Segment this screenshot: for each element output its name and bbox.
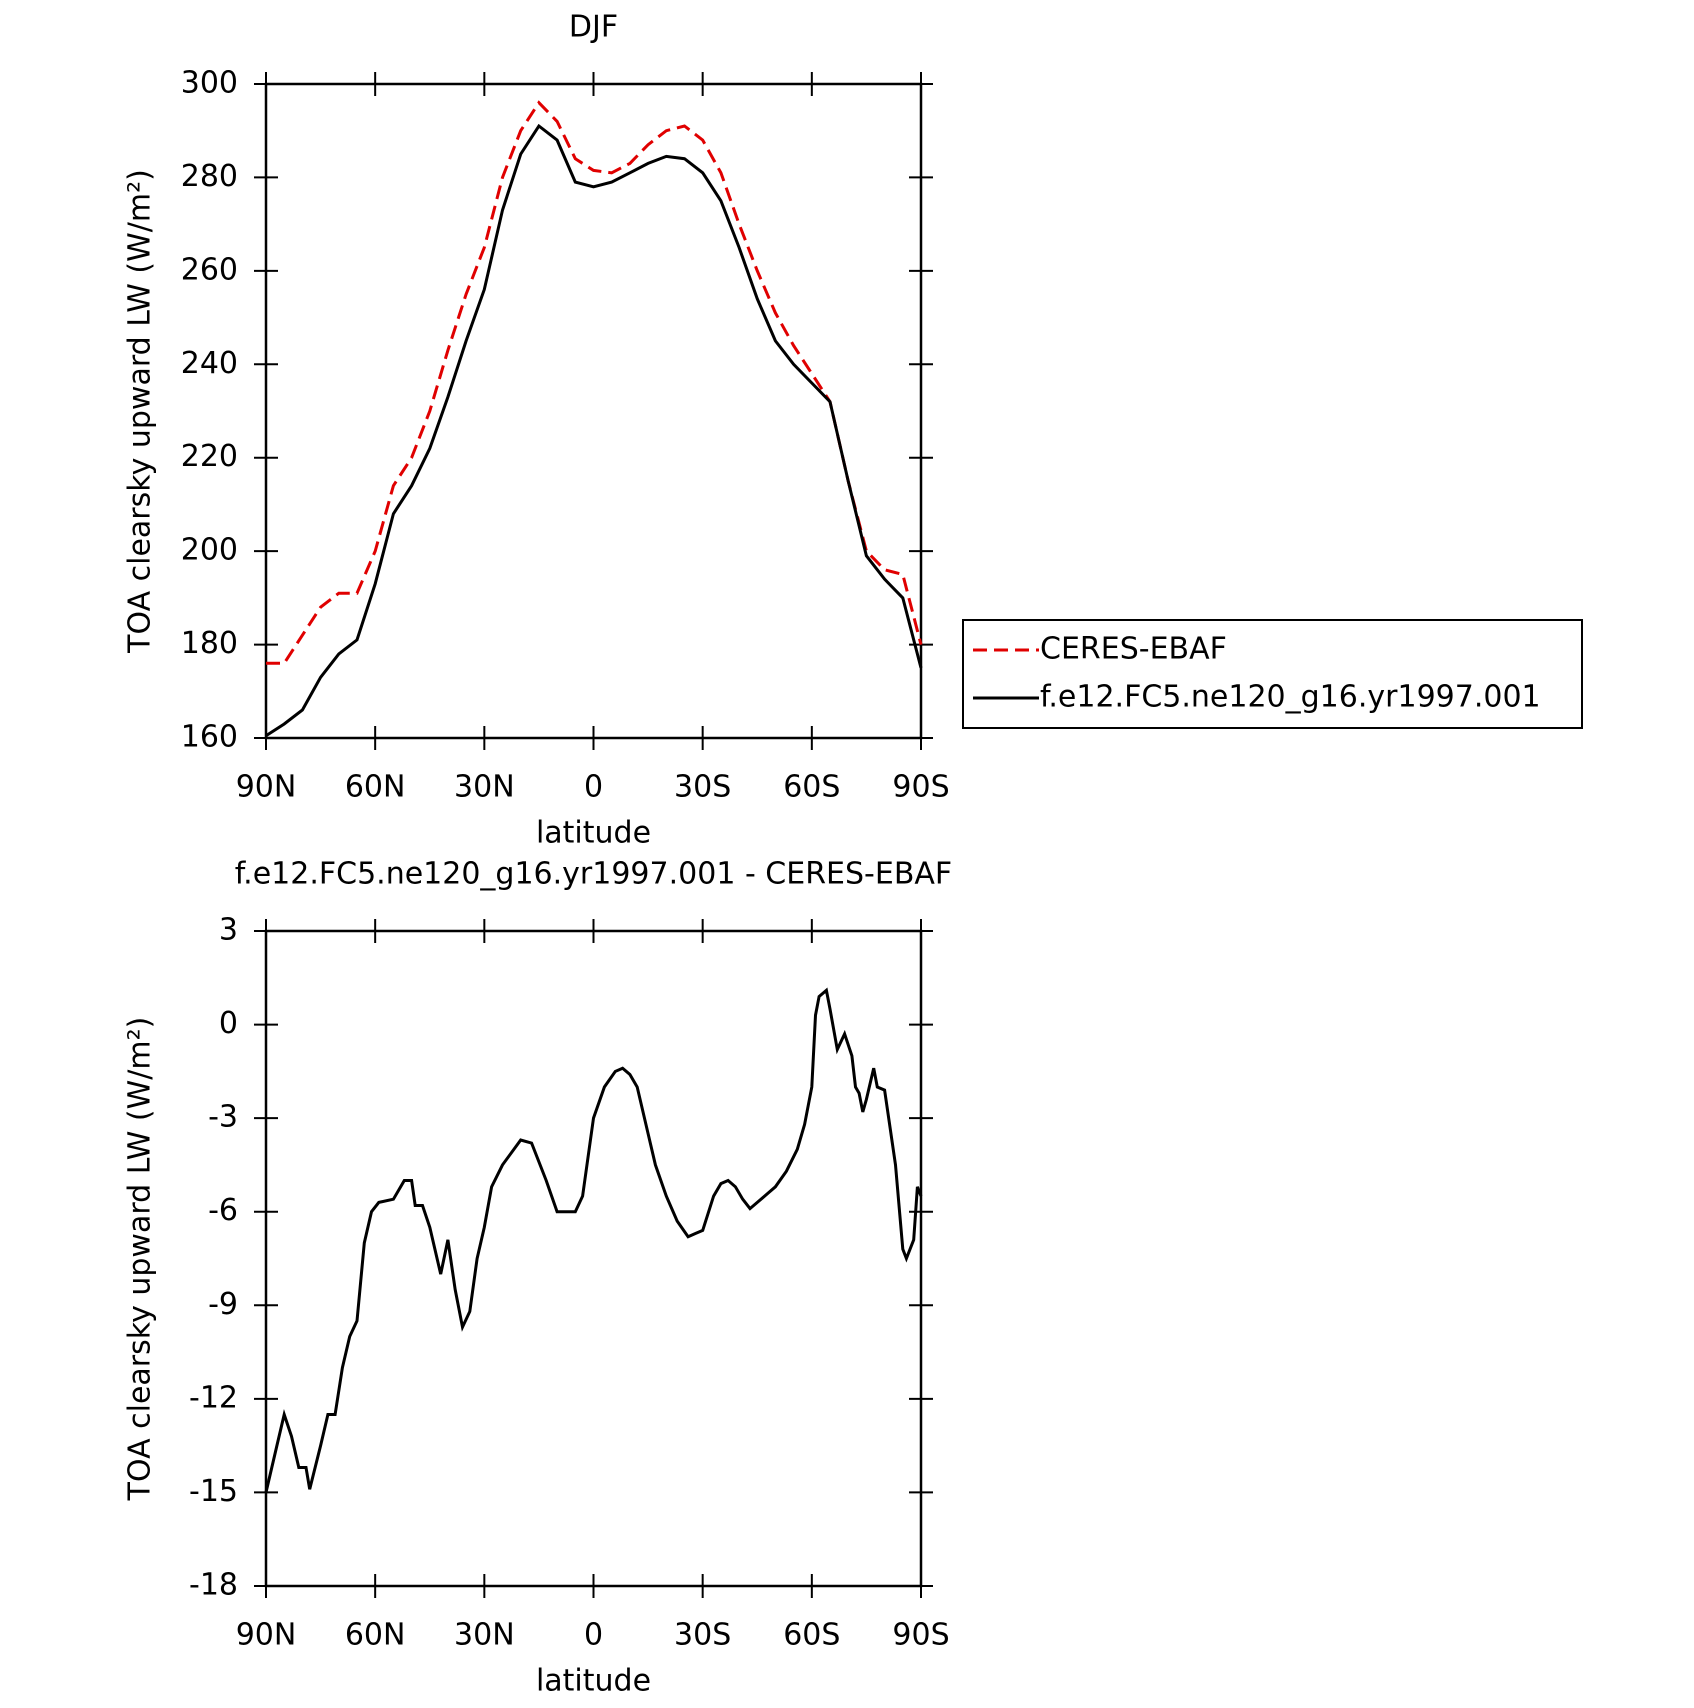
x-tick-label: 90S <box>892 1618 949 1653</box>
plot-frame <box>264 82 923 740</box>
y-tick-label: 180 <box>181 626 238 661</box>
y-tick-label: -6 <box>208 1193 238 1228</box>
y-axis-label: TOA clearsky upward LW (W/m²) <box>123 169 158 654</box>
x-axis-label: latitude <box>536 1664 651 1699</box>
y-tick-label: 280 <box>181 159 238 194</box>
y-tick-label: 300 <box>181 66 238 101</box>
data-line <box>264 987 923 1493</box>
legend-box <box>962 619 1583 729</box>
y-tick-label: 200 <box>181 533 238 568</box>
y-tick-label: 3 <box>219 913 238 948</box>
x-tick-label: 30S <box>674 770 731 805</box>
y-tick-label: 0 <box>219 1006 238 1041</box>
x-tick-label: 30N <box>454 1618 515 1653</box>
x-axis-label: latitude <box>536 816 651 851</box>
y-tick-label: -15 <box>189 1474 238 1509</box>
legend-label: f.e12.FC5.ne120_g16.yr1997.001 <box>1040 680 1541 715</box>
x-tick-label: 30N <box>454 770 515 805</box>
x-tick-label: 0 <box>584 770 603 805</box>
chart-title: DJF <box>569 10 618 45</box>
x-tick-label: 60S <box>783 770 840 805</box>
x-tick-label: 60N <box>345 770 406 805</box>
y-tick-label: -18 <box>189 1568 238 1603</box>
y-axis-label: TOA clearsky upward LW (W/m²) <box>123 1017 158 1502</box>
chart-title: f.e12.FC5.ne120_g16.yr1997.001 - CERES-E… <box>235 857 952 892</box>
y-tick-label: -3 <box>208 1100 238 1135</box>
data-line <box>265 123 923 737</box>
x-tick-label: 60N <box>345 1618 406 1653</box>
y-tick-label: 160 <box>181 720 238 755</box>
y-tick-label: -12 <box>189 1380 238 1415</box>
x-tick-label: 60S <box>783 1618 840 1653</box>
x-tick-label: 90S <box>892 770 949 805</box>
y-tick-label: 240 <box>181 346 238 381</box>
y-tick-label: 260 <box>181 252 238 287</box>
x-tick-label: 90N <box>236 770 297 805</box>
data-line <box>266 100 923 665</box>
legend-label: CERES-EBAF <box>1040 632 1227 667</box>
x-tick-label: 30S <box>674 1618 731 1653</box>
x-tick-label: 90N <box>236 1618 297 1653</box>
x-tick-label: 0 <box>584 1618 603 1653</box>
y-tick-label: 220 <box>181 439 238 474</box>
y-tick-label: -9 <box>208 1287 238 1322</box>
